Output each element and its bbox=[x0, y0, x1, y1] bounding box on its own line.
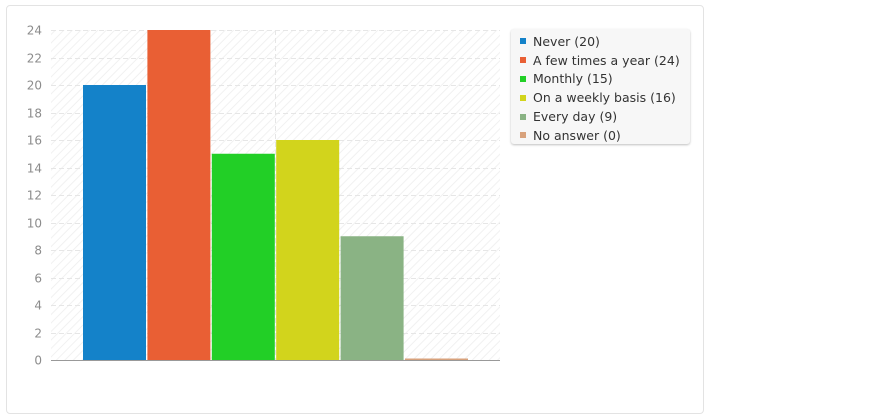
legend-swatch bbox=[520, 57, 526, 64]
y-tick-label: 18 bbox=[27, 107, 42, 121]
legend-swatch bbox=[520, 75, 526, 82]
legend-swatch bbox=[520, 38, 526, 45]
legend-item-no-answer: No answer (0) bbox=[520, 126, 690, 145]
bar-every-day bbox=[340, 236, 404, 360]
legend-item-monthly: Monthly (15) bbox=[520, 70, 690, 89]
legend-label: Never (20) bbox=[533, 33, 600, 49]
y-tick-label: 6 bbox=[34, 272, 42, 286]
legend-item-few-times-a-year: A few times a year (24) bbox=[520, 51, 690, 70]
legend-item-never: Never (20) bbox=[520, 32, 690, 51]
bar-no-answer bbox=[405, 358, 468, 360]
legend-swatch bbox=[520, 132, 526, 139]
legend-label: Every day (9) bbox=[533, 109, 618, 125]
y-tick-label: 20 bbox=[27, 79, 42, 93]
legend: Never (20) A few times a year (24) Month… bbox=[511, 29, 690, 144]
y-tick-label: 0 bbox=[34, 354, 42, 368]
bar-monthly bbox=[211, 153, 275, 360]
bar-on-a-weekly-basis bbox=[276, 140, 340, 360]
y-tick-label: 14 bbox=[27, 162, 42, 176]
legend-item-weekly: On a weekly basis (16) bbox=[520, 88, 690, 107]
bars bbox=[83, 30, 468, 360]
y-tick-label: 12 bbox=[27, 189, 42, 203]
legend-label: Monthly (15) bbox=[533, 71, 613, 87]
legend-swatch bbox=[520, 113, 526, 120]
y-tick-label: 4 bbox=[34, 299, 42, 313]
bar-never bbox=[83, 85, 146, 360]
legend-label: On a weekly basis (16) bbox=[533, 90, 676, 106]
y-tick-label: 24 bbox=[27, 24, 42, 38]
y-tick-label: 2 bbox=[34, 327, 42, 341]
y-tick-label: 22 bbox=[27, 52, 42, 66]
legend-item-every-day: Every day (9) bbox=[520, 107, 690, 126]
legend-label: No answer (0) bbox=[533, 127, 621, 143]
y-tick-label: 16 bbox=[27, 134, 42, 148]
legend-swatch bbox=[520, 94, 526, 101]
y-tick-label: 8 bbox=[34, 244, 42, 258]
legend-label: A few times a year (24) bbox=[533, 52, 680, 68]
y-tick-label: 10 bbox=[27, 217, 42, 231]
bar-a-few-times-a-year bbox=[147, 30, 211, 360]
